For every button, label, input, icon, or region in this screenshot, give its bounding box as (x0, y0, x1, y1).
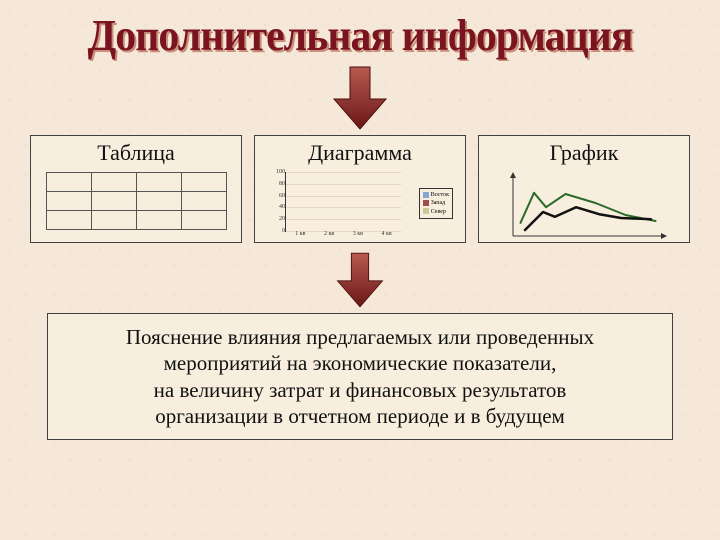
line-graph (499, 170, 669, 246)
mini-table (46, 172, 227, 230)
panel-graph-title: График (479, 136, 689, 168)
bar-chart: 0204060801001 кв2 кв3 кв4 кв ВостокЗапад… (265, 170, 455, 246)
page-title: Дополнительная информация (18, 0, 702, 61)
panel-graph: График (478, 135, 690, 243)
explanation-box: Пояснение влияния предлагаемых или прове… (47, 313, 673, 440)
panel-chart-title: Диаграмма (255, 136, 465, 168)
chart-legend: ВостокЗападСевер (419, 188, 453, 219)
panel-chart: Диаграмма 0204060801001 кв2 кв3 кв4 кв В… (254, 135, 466, 243)
arrow-down-icon (330, 65, 390, 131)
arrow-down-icon (334, 251, 386, 309)
panels-row: Таблица Диаграмма 0204060801001 кв2 кв3 … (0, 135, 720, 243)
panel-table: Таблица (30, 135, 242, 243)
panel-table-title: Таблица (31, 136, 241, 168)
